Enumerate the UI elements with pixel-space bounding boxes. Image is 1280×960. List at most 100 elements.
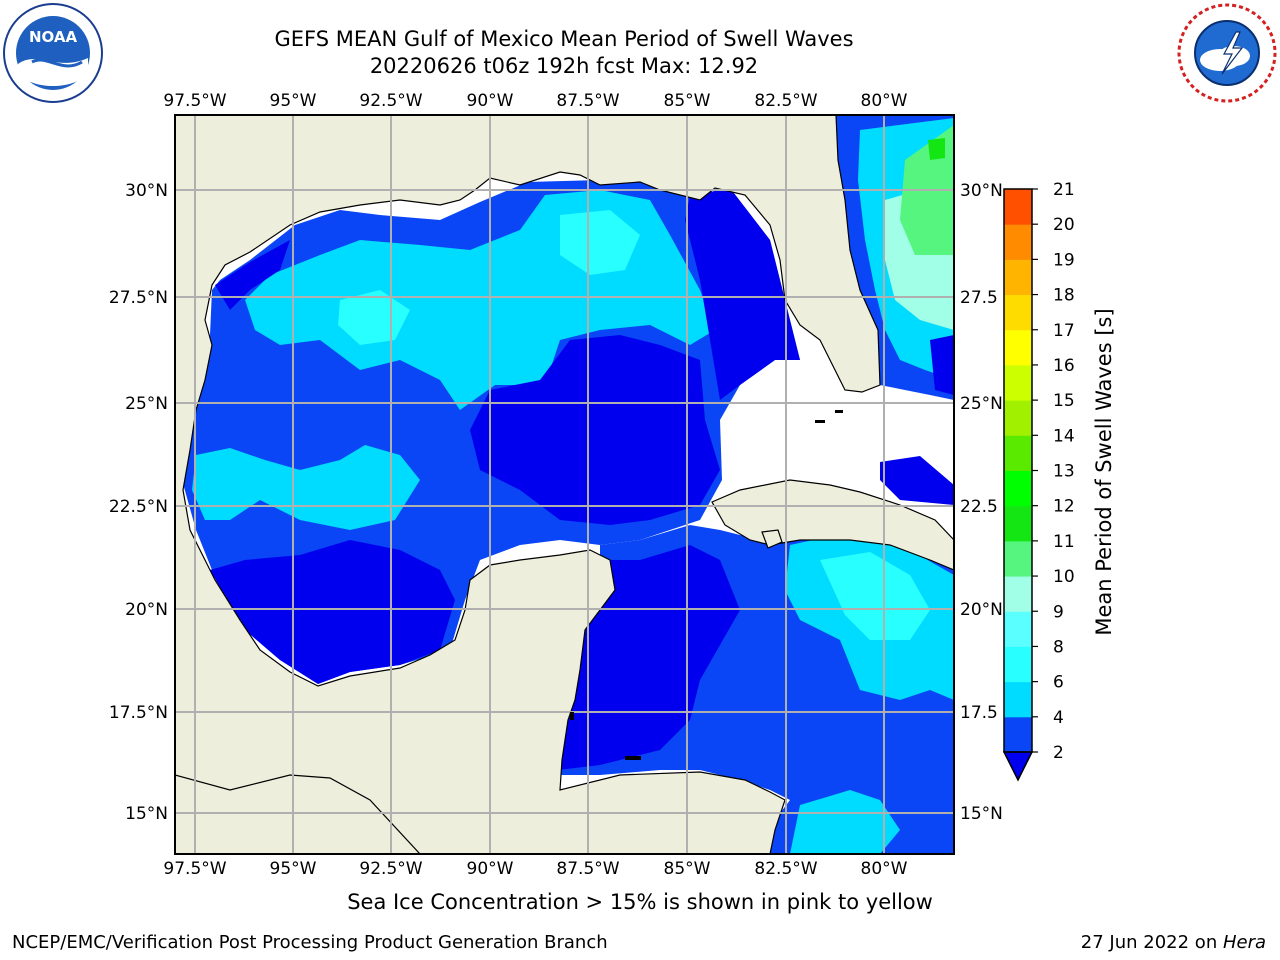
lon-label-bottom: 92.5°W: [359, 859, 422, 879]
host-text: Hera: [1222, 932, 1266, 953]
colorbar-extend-arrow: [1002, 751, 1034, 782]
lat-label-left: 17.5°N: [109, 703, 168, 723]
colorbar-tick-label: 6: [1053, 673, 1064, 693]
map-panel: [175, 115, 954, 854]
colorbar-tick-label: 20: [1053, 215, 1075, 235]
lat-label-left: 27.5°N: [109, 288, 168, 308]
map-frame: [174, 114, 955, 855]
colorbar-bin: [1004, 716, 1032, 753]
colorbar-bin: [1004, 364, 1032, 401]
lat-label-right: 30°N: [960, 181, 1003, 201]
bahamas-field-core: [880, 456, 954, 505]
colorbar-bin: [1004, 576, 1032, 612]
lon-label-top: 92.5°W: [359, 91, 422, 111]
colorbar-tick-label: 12: [1053, 497, 1075, 517]
colorbar-tick-label: 18: [1053, 286, 1075, 306]
lon-label-top: 97.5°W: [163, 91, 226, 111]
lon-label-bottom: 82.5°W: [754, 859, 817, 879]
lon-label-bottom: 87.5°W: [556, 859, 619, 879]
graticule: [175, 115, 954, 854]
lon-label-bottom: 90°W: [467, 859, 514, 879]
colorbar-title: Mean Period of Swell Waves [s]: [1092, 308, 1116, 635]
gulf-field-core-central: [470, 335, 720, 525]
lat-label-right: 27.5: [960, 288, 998, 308]
colorbar-bin: [1004, 294, 1032, 331]
colorbar-bin: [1004, 400, 1032, 436]
lon-label-bottom: 97.5°W: [163, 859, 226, 879]
caribbean-field-6-8s: [820, 552, 930, 640]
colorbar-tick-label: 9: [1053, 602, 1064, 622]
lon-label-top: 82.5°W: [754, 91, 817, 111]
colorbar-bin: [1004, 646, 1032, 683]
lat-label-right: 15°N: [960, 804, 1003, 824]
lat-label-right: 17.5: [960, 703, 998, 723]
lon-label-top: 95°W: [270, 91, 317, 111]
land-north-america-west: [175, 115, 881, 854]
atlantic-field-10-11s: [928, 138, 945, 160]
colorbar: 2 4 6 8 9 10 11 12 13 14 15 16 17 18 19 20 21: [1002, 180, 1075, 782]
sea-ice-note: Sea Ice Concentration > 15% is shown in …: [347, 890, 933, 914]
colorbar-bin: [1004, 189, 1032, 225]
credit-text: NCEP/EMC/Verification Post Processing Pr…: [12, 932, 608, 953]
lat-label-right: 20°N: [960, 600, 1003, 620]
colorbar-tick-label: 13: [1053, 462, 1075, 482]
lon-label-top: 87.5°W: [556, 91, 619, 111]
lon-label-top: 85°W: [664, 91, 711, 111]
atlantic-field-core: [930, 335, 954, 395]
lon-label-bottom: 85°W: [664, 859, 711, 879]
noaa-logo: NOAA: [3, 3, 103, 103]
gulf-field-core-east: [685, 188, 800, 400]
lat-label-left: 30°N: [125, 181, 168, 201]
colorbar-bin: [1004, 224, 1032, 260]
colorbar-tick-label: 15: [1053, 391, 1075, 411]
colorbar-bin: [1004, 470, 1032, 507]
lat-label-left: 25°N: [125, 394, 168, 414]
colorbar-tick-label: 10: [1053, 567, 1075, 587]
lat-label-right: 25°N: [960, 394, 1003, 414]
colorbar-bin: [1004, 329, 1032, 366]
nws-logo: [1177, 3, 1277, 103]
lon-label-top: 90°W: [467, 91, 514, 111]
colorbar-tick-label: 2: [1053, 743, 1064, 763]
lon-label-top: 80°W: [861, 91, 908, 111]
lon-labels-bottom: 97.5°W 95°W 92.5°W 90°W 87.5°W 85°W 82.5°W 80°W: [163, 859, 907, 879]
colorbar-bin: [1004, 540, 1032, 577]
date-stamp: 27 Jun 2022 on Hera: [1081, 932, 1266, 953]
lat-labels-left: 30°N 27.5°N 25°N 22.5°N 20°N 17.5°N 15°N: [109, 181, 168, 824]
land: [175, 115, 954, 854]
colorbar-tick-label: 4: [1053, 708, 1064, 728]
lat-label-left: 22.5°N: [109, 497, 168, 517]
colorbar-bin: [1004, 259, 1032, 296]
lat-label-left: 20°N: [125, 600, 168, 620]
lat-label-left: 15°N: [125, 804, 168, 824]
colorbar-tick-label: 21: [1053, 180, 1075, 200]
colorbar-tick-label: 8: [1053, 637, 1064, 657]
date-text: 27 Jun 2022 on: [1080, 932, 1223, 953]
islands: [570, 410, 843, 760]
colorbar-tick-label: 11: [1053, 532, 1075, 552]
chart-title: GEFS MEAN Gulf of Mexico Mean Period of …: [274, 27, 854, 51]
lat-labels-right: 30°N 27.5 25°N 22.5 20°N 17.5 15°N: [960, 181, 1003, 824]
lon-label-bottom: 95°W: [270, 859, 317, 879]
colorbar-bin: [1004, 505, 1032, 542]
caribbean-field-south: [790, 790, 900, 854]
chart-subtitle: 20220626 t06z 192h fcst Max: 12.92: [369, 54, 759, 78]
gulf-field-core-nw: [215, 240, 290, 310]
gulf-field-4-6s-west: [192, 445, 420, 530]
noaa-logo-text: NOAA: [29, 28, 78, 46]
colorbar-bin: [1004, 435, 1032, 471]
colorbar-tick-label: 19: [1053, 250, 1075, 270]
colorbar-tick-label: 16: [1053, 356, 1075, 376]
lat-label-right: 22.5: [960, 497, 998, 517]
colorbar-tick-label: 14: [1053, 426, 1075, 446]
lon-label-bottom: 80°W: [861, 859, 908, 879]
land-cuba: [711, 479, 954, 571]
land-isla-juventud: [761, 529, 783, 549]
colorbar-bin: [1004, 681, 1032, 718]
colorbar-bin: [1004, 611, 1032, 647]
gulf-field-4-6s-center: [560, 210, 640, 275]
lon-labels-top: 97.5°W 95°W 92.5°W 90°W 87.5°W 85°W 82.5°W 80°W: [163, 91, 907, 111]
gulf-field-core-west: [210, 540, 455, 684]
colorbar-tick-label: 17: [1053, 321, 1075, 341]
